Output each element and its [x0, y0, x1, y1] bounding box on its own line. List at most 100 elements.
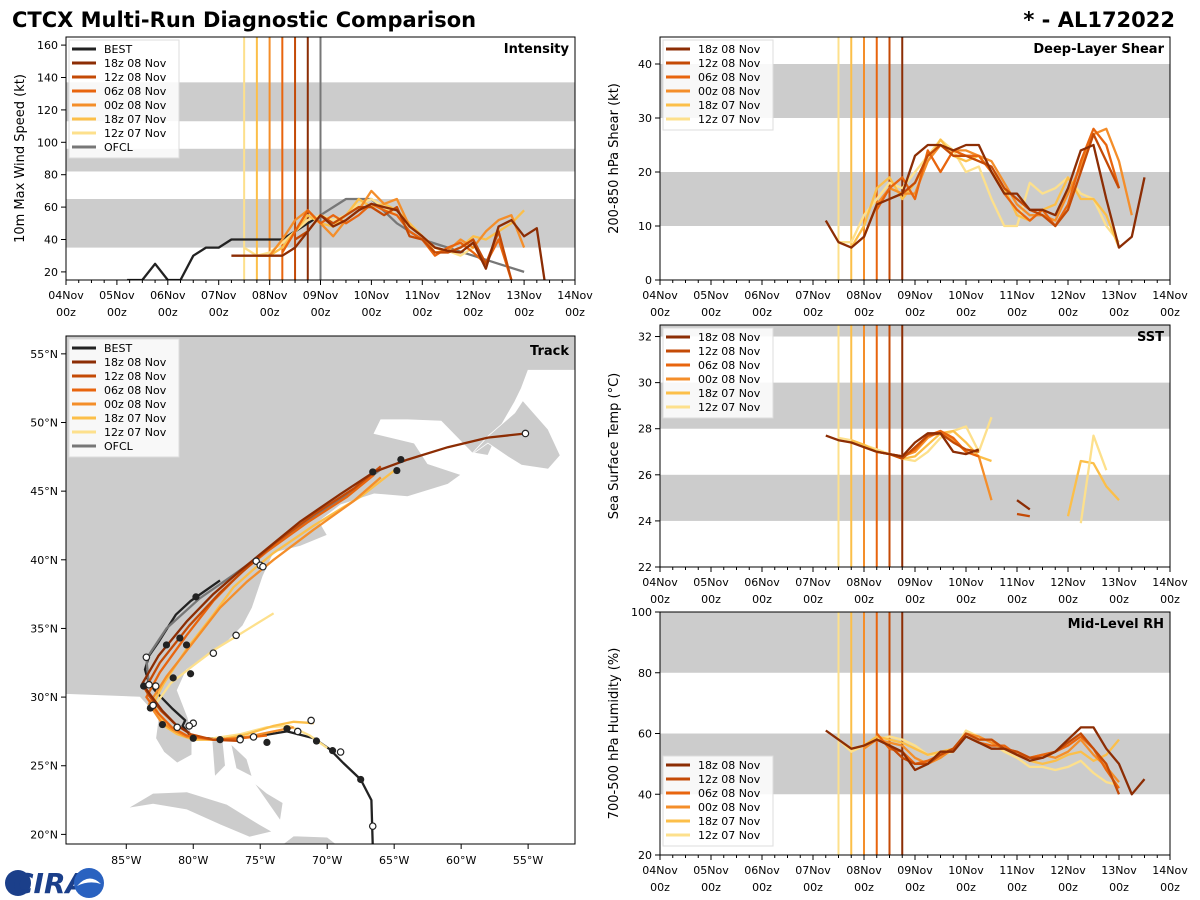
x-tick-label: 08Nov [846, 576, 882, 589]
track-18z-08-nov [141, 432, 526, 734]
legend-label-12z-08-nov: 12z 08 Nov [698, 57, 761, 70]
cira-logo: CIRA [5, 867, 104, 900]
y-tick-label: 50°N [30, 416, 58, 429]
x-tick-label: 06Nov [150, 289, 186, 302]
plot-frame [65, 335, 576, 845]
x-tick-label: 14Nov [1152, 576, 1188, 589]
track-marker-open [293, 727, 302, 736]
x-tick-sublabel: 00z [803, 306, 823, 319]
x-tick-sublabel: 00z [752, 593, 772, 606]
series-line-18z-08-nov [231, 202, 546, 280]
track-marker-filled [397, 455, 405, 464]
track-marker-filled [357, 775, 365, 784]
legend-box [68, 39, 180, 159]
plot-frame [659, 36, 1171, 281]
y-tick-label: 140 [37, 72, 58, 85]
series-line-18z-08-nov [825, 726, 1146, 796]
track-marker-filled [263, 738, 271, 747]
legend-label-best: BEST [104, 43, 132, 56]
panel-title: Track [530, 344, 569, 359]
x-tick-label: 13Nov [1101, 289, 1137, 302]
x-tick-sublabel: 00z [107, 306, 127, 319]
land-bahamas-2 [230, 742, 253, 778]
x-tick-sublabel: 00z [362, 306, 382, 319]
track-marker-filled [162, 641, 171, 649]
legend-label-12z-08-nov: 12z 08 Nov [104, 370, 167, 383]
x-tick-label: 08Nov [252, 289, 288, 302]
x-tick-sublabel: 00z [701, 306, 721, 319]
x-tick-sublabel: 00z [1109, 881, 1129, 894]
x-tick-sublabel: 00z [514, 306, 534, 319]
legend-label-12z-07-nov: 12z 07 Nov [104, 127, 167, 140]
legend-box [68, 338, 180, 458]
track-marker-open [249, 733, 258, 741]
x-tick-sublabel: 00z [1160, 593, 1180, 606]
track-marker-filled [176, 634, 184, 642]
x-tick-label: 05Nov [693, 864, 729, 877]
x-tick-label: 10Nov [354, 289, 390, 302]
x-tick-label: 05Nov [693, 289, 729, 302]
y-tick-label: 24 [638, 515, 652, 528]
series-line-12z-07-nov [1079, 434, 1108, 524]
y-tick-label: 60 [44, 201, 58, 214]
x-tick-label: 12Nov [1050, 864, 1086, 877]
panel-title: Deep-Layer Shear [1033, 42, 1164, 57]
legend-label-ofcl: OFCL [104, 440, 134, 453]
x-tick-label: 75°W [245, 854, 275, 867]
track-marker-filled [312, 737, 321, 745]
y-tick-label: 20 [638, 849, 652, 862]
legend-label-00z-08-nov: 00z 08 Nov [698, 85, 761, 98]
x-tick-label: 04Nov [642, 864, 678, 877]
track-marker-open [185, 722, 194, 730]
y-tick-label: 120 [37, 104, 58, 117]
y-axis-label: 10m Max Wind Speed (kt) [13, 74, 28, 243]
x-tick-label: 04Nov [642, 576, 678, 589]
series-line-12z-08-nov [889, 432, 1031, 518]
legend-label-18z-08-nov: 18z 08 Nov [698, 759, 761, 772]
x-tick-sublabel: 00z [854, 881, 874, 894]
x-tick-label: 07Nov [795, 289, 831, 302]
y-tick-label: 32 [638, 331, 652, 344]
legend-box [662, 755, 774, 847]
land-bahamas-3 [253, 781, 284, 822]
series-line-best [127, 214, 322, 280]
x-tick-label: 09Nov [303, 289, 339, 302]
y-tick-label: 55°N [30, 348, 58, 361]
map-group [66, 336, 575, 844]
y-tick-label: 10 [638, 220, 652, 233]
shade-band [660, 474, 1170, 521]
plot-frame [65, 36, 576, 281]
panel-shear: 0 10 20 30 40 200-850 hPa Shear (kt) 04Nov 00z 0… [607, 36, 1188, 319]
track-marker-open [145, 680, 153, 689]
y-tick-label: 30°N [30, 691, 58, 704]
x-tick-sublabel: 00z [905, 306, 925, 319]
x-tick-label: 10Nov [948, 289, 984, 302]
track-marker-open [307, 716, 315, 725]
x-tick-label: 11Nov [999, 289, 1035, 302]
plot-frame [659, 611, 1171, 856]
legend-label-12z-08-nov: 12z 08 Nov [698, 345, 761, 358]
x-tick-sublabel: 00z [956, 593, 976, 606]
x-tick-label: 12Nov [455, 289, 491, 302]
legend-label-06z-08-nov: 06z 08 Nov [104, 85, 167, 98]
legend-label-12z-07-nov: 12z 07 Nov [698, 113, 761, 126]
track-marker-filled [186, 670, 195, 678]
x-tick-sublabel: 00z [905, 881, 925, 894]
x-tick-sublabel: 00z [158, 306, 178, 319]
x-tick-label: 65°W [379, 854, 409, 867]
track-marker-open [151, 682, 160, 690]
x-tick-sublabel: 00z [1109, 593, 1129, 606]
x-tick-sublabel: 00z [1007, 593, 1027, 606]
x-tick-sublabel: 00z [1007, 881, 1027, 894]
legend-label-18z-07-nov: 18z 07 Nov [698, 815, 761, 828]
x-tick-label: 14Nov [1152, 864, 1188, 877]
track-marker-open [142, 653, 151, 662]
legend-label-00z-08-nov: 00z 08 Nov [104, 99, 167, 112]
x-tick-sublabel: 00z [1058, 881, 1078, 894]
legend-label-18z-07-nov: 18z 07 Nov [104, 113, 167, 126]
panel-sst: 22 24 26 28 30 32 Sea Surface Temp (°C) 04Nov 00… [607, 324, 1188, 606]
track-marker-open [368, 822, 377, 830]
x-tick-sublabel: 00z [650, 881, 670, 894]
x-tick-sublabel: 00z [56, 306, 76, 319]
land-cuba [127, 791, 274, 838]
